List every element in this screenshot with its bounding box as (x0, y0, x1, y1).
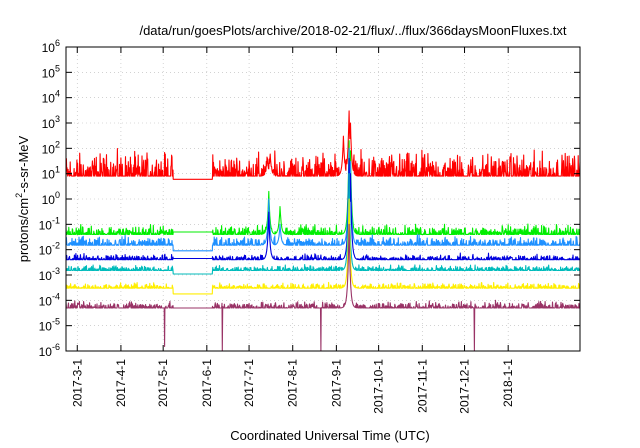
series-line-7 (65, 223, 581, 352)
x-tick-label: 2017-7-1 (242, 359, 256, 407)
y-axis: 10-6 10-5 10-4 10-3 10-2 10-1 100 101 102 103 104 1… (39, 38, 580, 359)
x-tick-label: 2017-9-1 (329, 359, 343, 407)
x-tick-label: 2017-5-1 (156, 359, 170, 407)
y-tick-label: 10-2 (39, 241, 60, 258)
series-line-5 (65, 173, 581, 275)
series-line-3 (65, 147, 581, 252)
series-line-1 (65, 110, 581, 180)
y-axis-label: protons/cm2-s-sr-MeV (14, 135, 31, 262)
y-tick-label: 10-6 (39, 342, 60, 359)
y-tick-label: 104 (42, 89, 60, 106)
chart-title: /data/run/goesPlots/archive/2018-02-21/f… (139, 23, 566, 38)
y-tick-label: 106 (42, 38, 60, 55)
y-tick-label: 10-1 (39, 215, 60, 232)
y-tick-label: 101 (42, 165, 60, 182)
y-tick-label: 10-4 (39, 291, 60, 308)
series-group (65, 110, 581, 352)
y-tick-label: 10-5 (39, 317, 60, 334)
x-tick-label: 2017-11-1 (415, 359, 429, 413)
series-line-2 (65, 140, 581, 235)
x-tick-label: 2017-12-1 (458, 359, 472, 414)
x-tick-label: 2017-6-1 (200, 359, 214, 407)
y-tick-label: 100 (42, 190, 60, 207)
x-tick-label: 2017-8-1 (286, 359, 300, 407)
y-tick-label: 102 (42, 139, 60, 156)
y-tick-label: 105 (42, 63, 60, 80)
x-tick-label: 2017-10-1 (372, 359, 386, 414)
x-tick-label: 2017-3-1 (70, 359, 84, 407)
x-axis: 2017-3-1 2017-4-1 2017-5-1 2017-6-1 2017-7-1… (70, 47, 515, 414)
x-axis-label: Coordinated Universal Time (UTC) (230, 428, 429, 443)
x-tick-label: 2017-4-1 (114, 359, 128, 407)
series-line-4 (65, 157, 581, 261)
series-line-6 (65, 198, 581, 295)
x-tick-label: 2018-1-1 (501, 359, 515, 407)
y-tick-label: 10-3 (39, 266, 60, 283)
y-tick-label: 103 (42, 114, 60, 131)
